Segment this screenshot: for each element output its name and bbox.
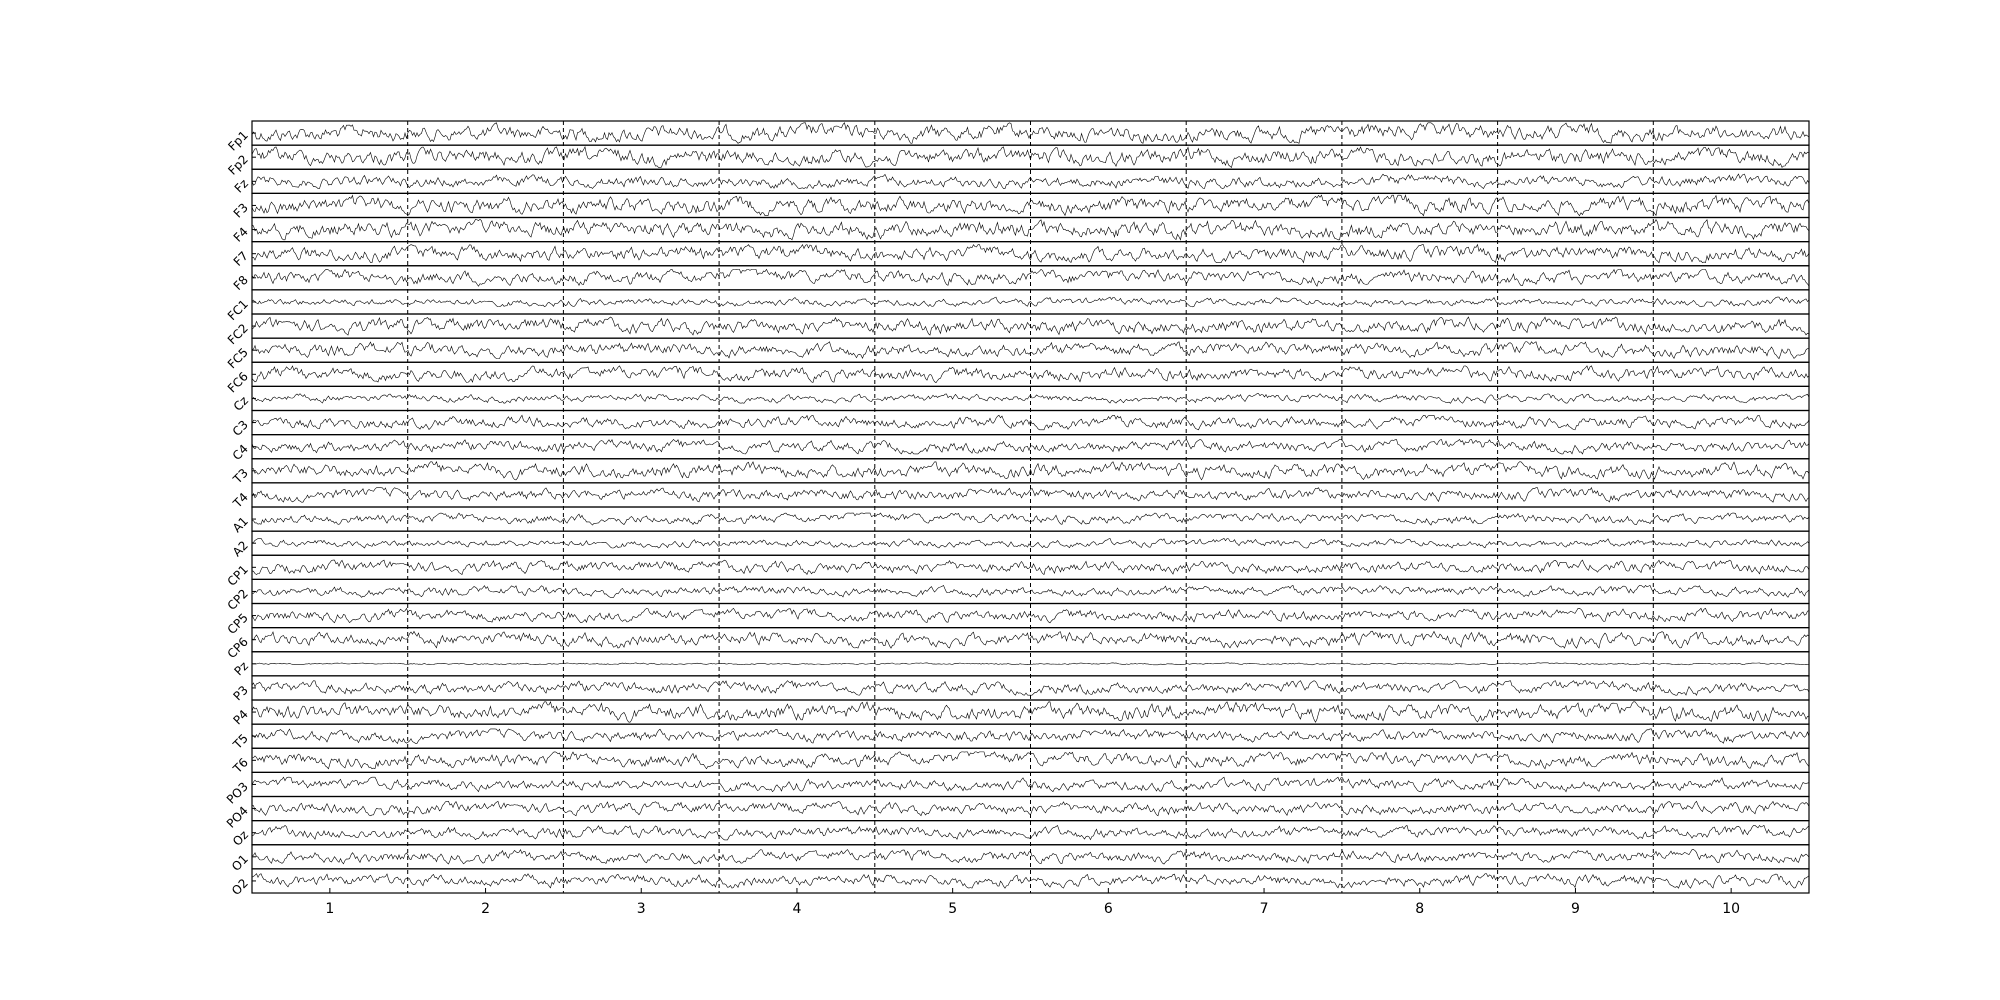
- x-tick-label-8: 8: [1415, 901, 1424, 917]
- trace-p4: [251, 700, 1810, 723]
- x-tick-label-5: 5: [948, 901, 957, 917]
- x-tick-label-3: 3: [637, 901, 646, 917]
- trace-cp6: [251, 630, 1810, 649]
- trace-fc1: [251, 296, 1810, 308]
- trace-fp1: [251, 122, 1810, 144]
- x-tick-label-1: 1: [325, 901, 334, 917]
- x-axis-ticks: 1 2 3 4 5 6 7 8 9 10: [325, 888, 1740, 917]
- trace-pz: [251, 662, 1810, 666]
- x-tick-label-10: 10: [1722, 901, 1740, 917]
- x-tick-label-6: 6: [1104, 901, 1113, 917]
- trace-a2: [251, 537, 1810, 549]
- trace-t4: [251, 487, 1810, 503]
- trace-f7: [251, 243, 1810, 264]
- trace-c3: [251, 414, 1810, 431]
- trace-cp5: [251, 607, 1810, 624]
- x-tick-label-7: 7: [1260, 901, 1269, 917]
- trace-t5: [251, 728, 1810, 744]
- x-tick-label-4: 4: [792, 901, 801, 917]
- trace-f8: [251, 268, 1810, 287]
- trace-t3: [251, 461, 1810, 481]
- x-tick-label-9: 9: [1571, 901, 1580, 917]
- x-tick-label-2: 2: [481, 901, 490, 917]
- trace-po3: [251, 776, 1810, 793]
- trace-cp1: [251, 559, 1810, 576]
- channel-rows: Fp1Fp2FzF3F4F7F8FC1FC2FC5FC6CzC3C4T3T4A1…: [224, 120, 1810, 898]
